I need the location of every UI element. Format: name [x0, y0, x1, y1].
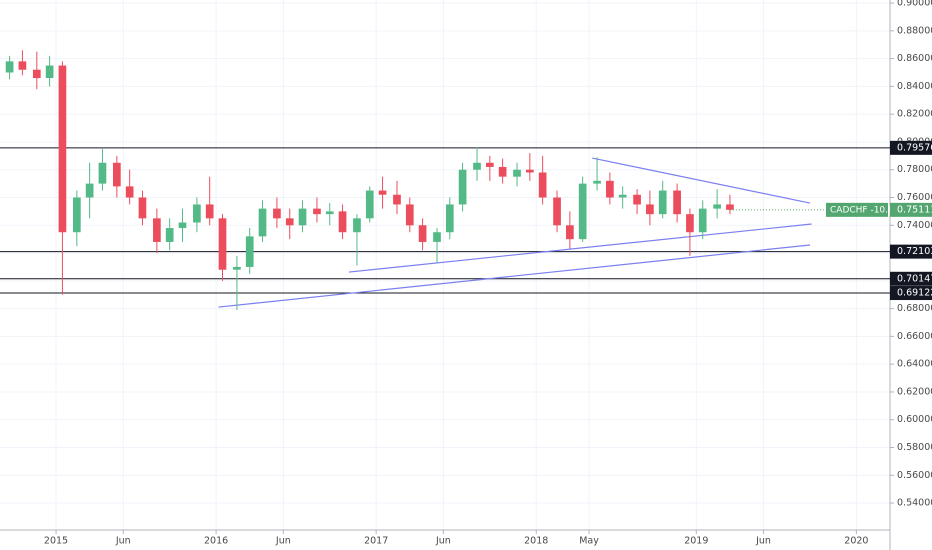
candle-body: [273, 208, 281, 219]
candle-body: [285, 218, 294, 226]
candle-body: [633, 194, 641, 205]
candle-body: [18, 61, 27, 70]
candle-body: [58, 65, 67, 233]
level-label-box: [890, 286, 932, 301]
trend-line: [348, 223, 812, 273]
candle-body: [138, 197, 147, 219]
candle-body: [445, 204, 454, 233]
candle-body: [378, 190, 387, 195]
trend-line: [218, 244, 811, 308]
candle-body: [538, 172, 547, 198]
x-tick-label: Jun: [275, 536, 291, 547]
candle-body: [5, 61, 14, 73]
candle-body: [125, 186, 134, 198]
candle-body: [566, 225, 574, 240]
candle-body: [258, 208, 267, 237]
candle-body: [618, 194, 627, 198]
candle-body: [72, 197, 81, 233]
candle-body: [673, 190, 681, 215]
candle-body: [578, 183, 587, 240]
x-tick-label: 2015: [44, 536, 68, 547]
y-tick-label: 0.90000: [897, 0, 932, 9]
candle-body: [485, 162, 494, 167]
candle-body: [553, 197, 561, 226]
candle-body: [178, 222, 187, 229]
candle-body: [233, 266, 241, 270]
candle-body: [525, 169, 534, 173]
candle-body: [405, 204, 414, 226]
x-tick-label: Jun: [115, 536, 131, 547]
candle-body: [726, 204, 734, 210]
candle-body: [98, 162, 107, 184]
candle-body: [646, 204, 654, 215]
candle-body: [686, 214, 694, 233]
candle-body: [85, 183, 94, 198]
candle-body: [353, 218, 361, 233]
level-label: 0.70147: [897, 273, 932, 284]
level-label-box: [890, 271, 932, 286]
candle-body: [298, 208, 307, 226]
candle-body: [313, 208, 321, 215]
candle-body: [32, 69, 41, 79]
candle-body: [205, 204, 214, 219]
candle-body: [393, 194, 401, 205]
candle-body: [245, 236, 254, 267]
candle-body: [698, 208, 707, 233]
candle-body: [498, 166, 507, 177]
candle-body: [113, 162, 121, 187]
candle-body: [325, 211, 334, 215]
candle-body: [473, 162, 481, 170]
symbol-badge: [826, 202, 888, 217]
candle-body: [193, 204, 201, 223]
candle-body: [433, 232, 441, 242]
candle-body: [218, 218, 227, 270]
last-price-label: 0.75111: [897, 204, 932, 215]
x-tick-label: 2018: [524, 536, 548, 547]
candle-body: [365, 190, 374, 219]
level-label: 0.79576: [897, 142, 932, 153]
x-tick-label: 2017: [364, 536, 388, 547]
candle-body: [165, 228, 174, 242]
trend-line: [592, 157, 811, 204]
candle-body: [606, 180, 614, 198]
level-label: 0.72103: [897, 246, 932, 257]
level-label-box: [890, 244, 932, 259]
x-tick-label: Jun: [755, 536, 771, 547]
candle-body: [338, 211, 347, 233]
level-label: 0.69122: [897, 288, 932, 299]
x-tick-label: 2020: [844, 536, 868, 547]
candle-body: [418, 225, 427, 242]
last-price-box: [890, 202, 932, 217]
x-tick-label: Jun: [435, 536, 451, 547]
candle-body: [513, 169, 521, 177]
candle-body: [458, 169, 467, 205]
x-tick-label: 2019: [684, 536, 708, 547]
level-label-box: [890, 140, 932, 155]
candle-body: [153, 218, 161, 242]
x-tick-label: 2016: [204, 536, 228, 547]
x-tick-label: May: [579, 536, 599, 547]
candle-body: [713, 204, 721, 209]
candle-body: [45, 65, 54, 79]
symbol-label: CADCHF -10.69%: [830, 205, 908, 215]
candle-body: [593, 180, 601, 184]
candle-body: [658, 190, 667, 215]
